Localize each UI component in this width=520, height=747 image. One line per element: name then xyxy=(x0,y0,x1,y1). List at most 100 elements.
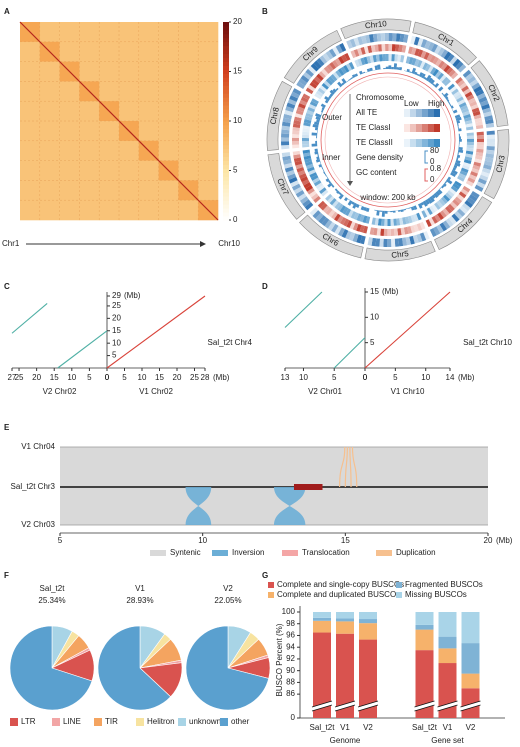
track-stripe xyxy=(462,185,471,193)
colorbar-strip xyxy=(223,128,229,134)
heat-cell xyxy=(158,81,179,102)
x-tick-label: V1 xyxy=(340,723,350,732)
track-stripe xyxy=(391,238,396,247)
track-stripe xyxy=(328,209,336,218)
track-stripe xyxy=(462,162,471,168)
heat-cell xyxy=(20,41,41,62)
track-stripe xyxy=(315,182,323,189)
track-stripe xyxy=(324,99,329,104)
track-stripe xyxy=(318,163,323,168)
track-stripe xyxy=(470,171,478,177)
bar-segment xyxy=(438,648,457,664)
track-stripe xyxy=(320,109,324,113)
track-stripe xyxy=(282,155,291,161)
track-stripe xyxy=(475,124,484,130)
track-stripe xyxy=(381,210,385,217)
track-stripe xyxy=(466,144,474,149)
x-tick-label: 20 xyxy=(484,536,493,545)
track-stripe xyxy=(315,212,324,222)
track-stripe xyxy=(452,167,457,171)
track-stripe xyxy=(351,201,355,205)
track-stripe xyxy=(456,208,466,217)
heat-cell xyxy=(178,101,199,122)
track-stripe xyxy=(319,161,322,165)
track-stripe xyxy=(320,112,323,116)
heat-cell xyxy=(178,200,199,221)
y-label: BUSCO Percent (%) xyxy=(275,623,284,696)
colorbar-strip xyxy=(223,113,229,118)
track-stripe xyxy=(454,211,463,220)
track-stripe xyxy=(448,215,457,225)
track-stripe xyxy=(413,224,419,232)
track-stripe xyxy=(373,227,378,236)
legend-label: Complete and single-copy BUSCOs xyxy=(277,580,404,589)
track-stripe xyxy=(322,53,331,62)
track-stripe xyxy=(414,48,420,57)
track-stripe xyxy=(283,159,292,165)
heat-cell xyxy=(20,160,41,181)
track-stripe xyxy=(379,210,383,212)
track-stripe xyxy=(458,144,460,148)
inversion xyxy=(185,487,212,525)
chromosome-label: Chr5 xyxy=(391,249,410,260)
legend-swatch xyxy=(410,139,416,147)
colorbar-strip xyxy=(223,148,229,154)
heat-cell xyxy=(79,41,100,62)
track-stripe xyxy=(453,91,461,98)
track-stripe xyxy=(325,207,333,216)
track-stripe xyxy=(451,213,460,223)
y-tick-label: 100 xyxy=(282,607,296,616)
heat-cell xyxy=(158,140,179,161)
chromosome-arc xyxy=(412,21,477,66)
track-stripe xyxy=(449,201,458,209)
track-stripe xyxy=(359,224,365,233)
track-stripe xyxy=(385,54,389,62)
track-stripe xyxy=(350,50,357,59)
track-stripe xyxy=(475,152,484,157)
track-stripe xyxy=(376,228,381,236)
track-stripe xyxy=(330,73,338,82)
track-stripe xyxy=(308,66,317,75)
axis-break xyxy=(414,701,435,711)
x-tick-label: 10 xyxy=(67,373,76,382)
track-stripe xyxy=(418,72,424,78)
heat-cell xyxy=(99,160,120,181)
x-tick-label: 0 xyxy=(363,373,368,382)
heat-cell xyxy=(79,180,100,201)
track-stripe xyxy=(368,34,375,43)
track-stripe xyxy=(327,195,335,204)
track-stripe xyxy=(323,80,331,88)
track-stripe xyxy=(445,218,454,227)
track-stripe xyxy=(419,232,427,242)
pie-subtitle: 28.93% xyxy=(126,596,153,605)
heat-cell xyxy=(119,200,140,221)
track-stripe xyxy=(435,58,443,67)
track-stripe xyxy=(292,134,300,138)
track-stripe xyxy=(353,37,360,47)
track-stripe xyxy=(305,161,313,167)
colorbar-label: 20 xyxy=(233,17,242,26)
track-stripe xyxy=(321,217,330,227)
track-stripe xyxy=(412,234,419,244)
track-stripe xyxy=(366,68,371,72)
track-stripe xyxy=(317,153,319,157)
track-stripe xyxy=(460,105,468,111)
track-stripe xyxy=(311,143,318,147)
track-stripe xyxy=(473,161,482,167)
heat-cell xyxy=(99,140,120,161)
legend-swatch xyxy=(422,109,428,117)
x-tick-label: 5 xyxy=(393,373,398,382)
track-stripe xyxy=(296,81,306,90)
colorbar-strip xyxy=(223,37,229,43)
alignment-line xyxy=(284,291,323,328)
track-stripe xyxy=(342,206,349,215)
track-stripe xyxy=(387,218,391,226)
track-stripe xyxy=(462,202,471,212)
track-stripe xyxy=(326,175,329,179)
pie-slice xyxy=(185,625,270,711)
track-stripe xyxy=(343,218,350,227)
colorbar-strip xyxy=(223,152,229,158)
track-stripe xyxy=(297,170,306,176)
track-stripe xyxy=(444,96,449,100)
heat-cell xyxy=(198,121,219,142)
